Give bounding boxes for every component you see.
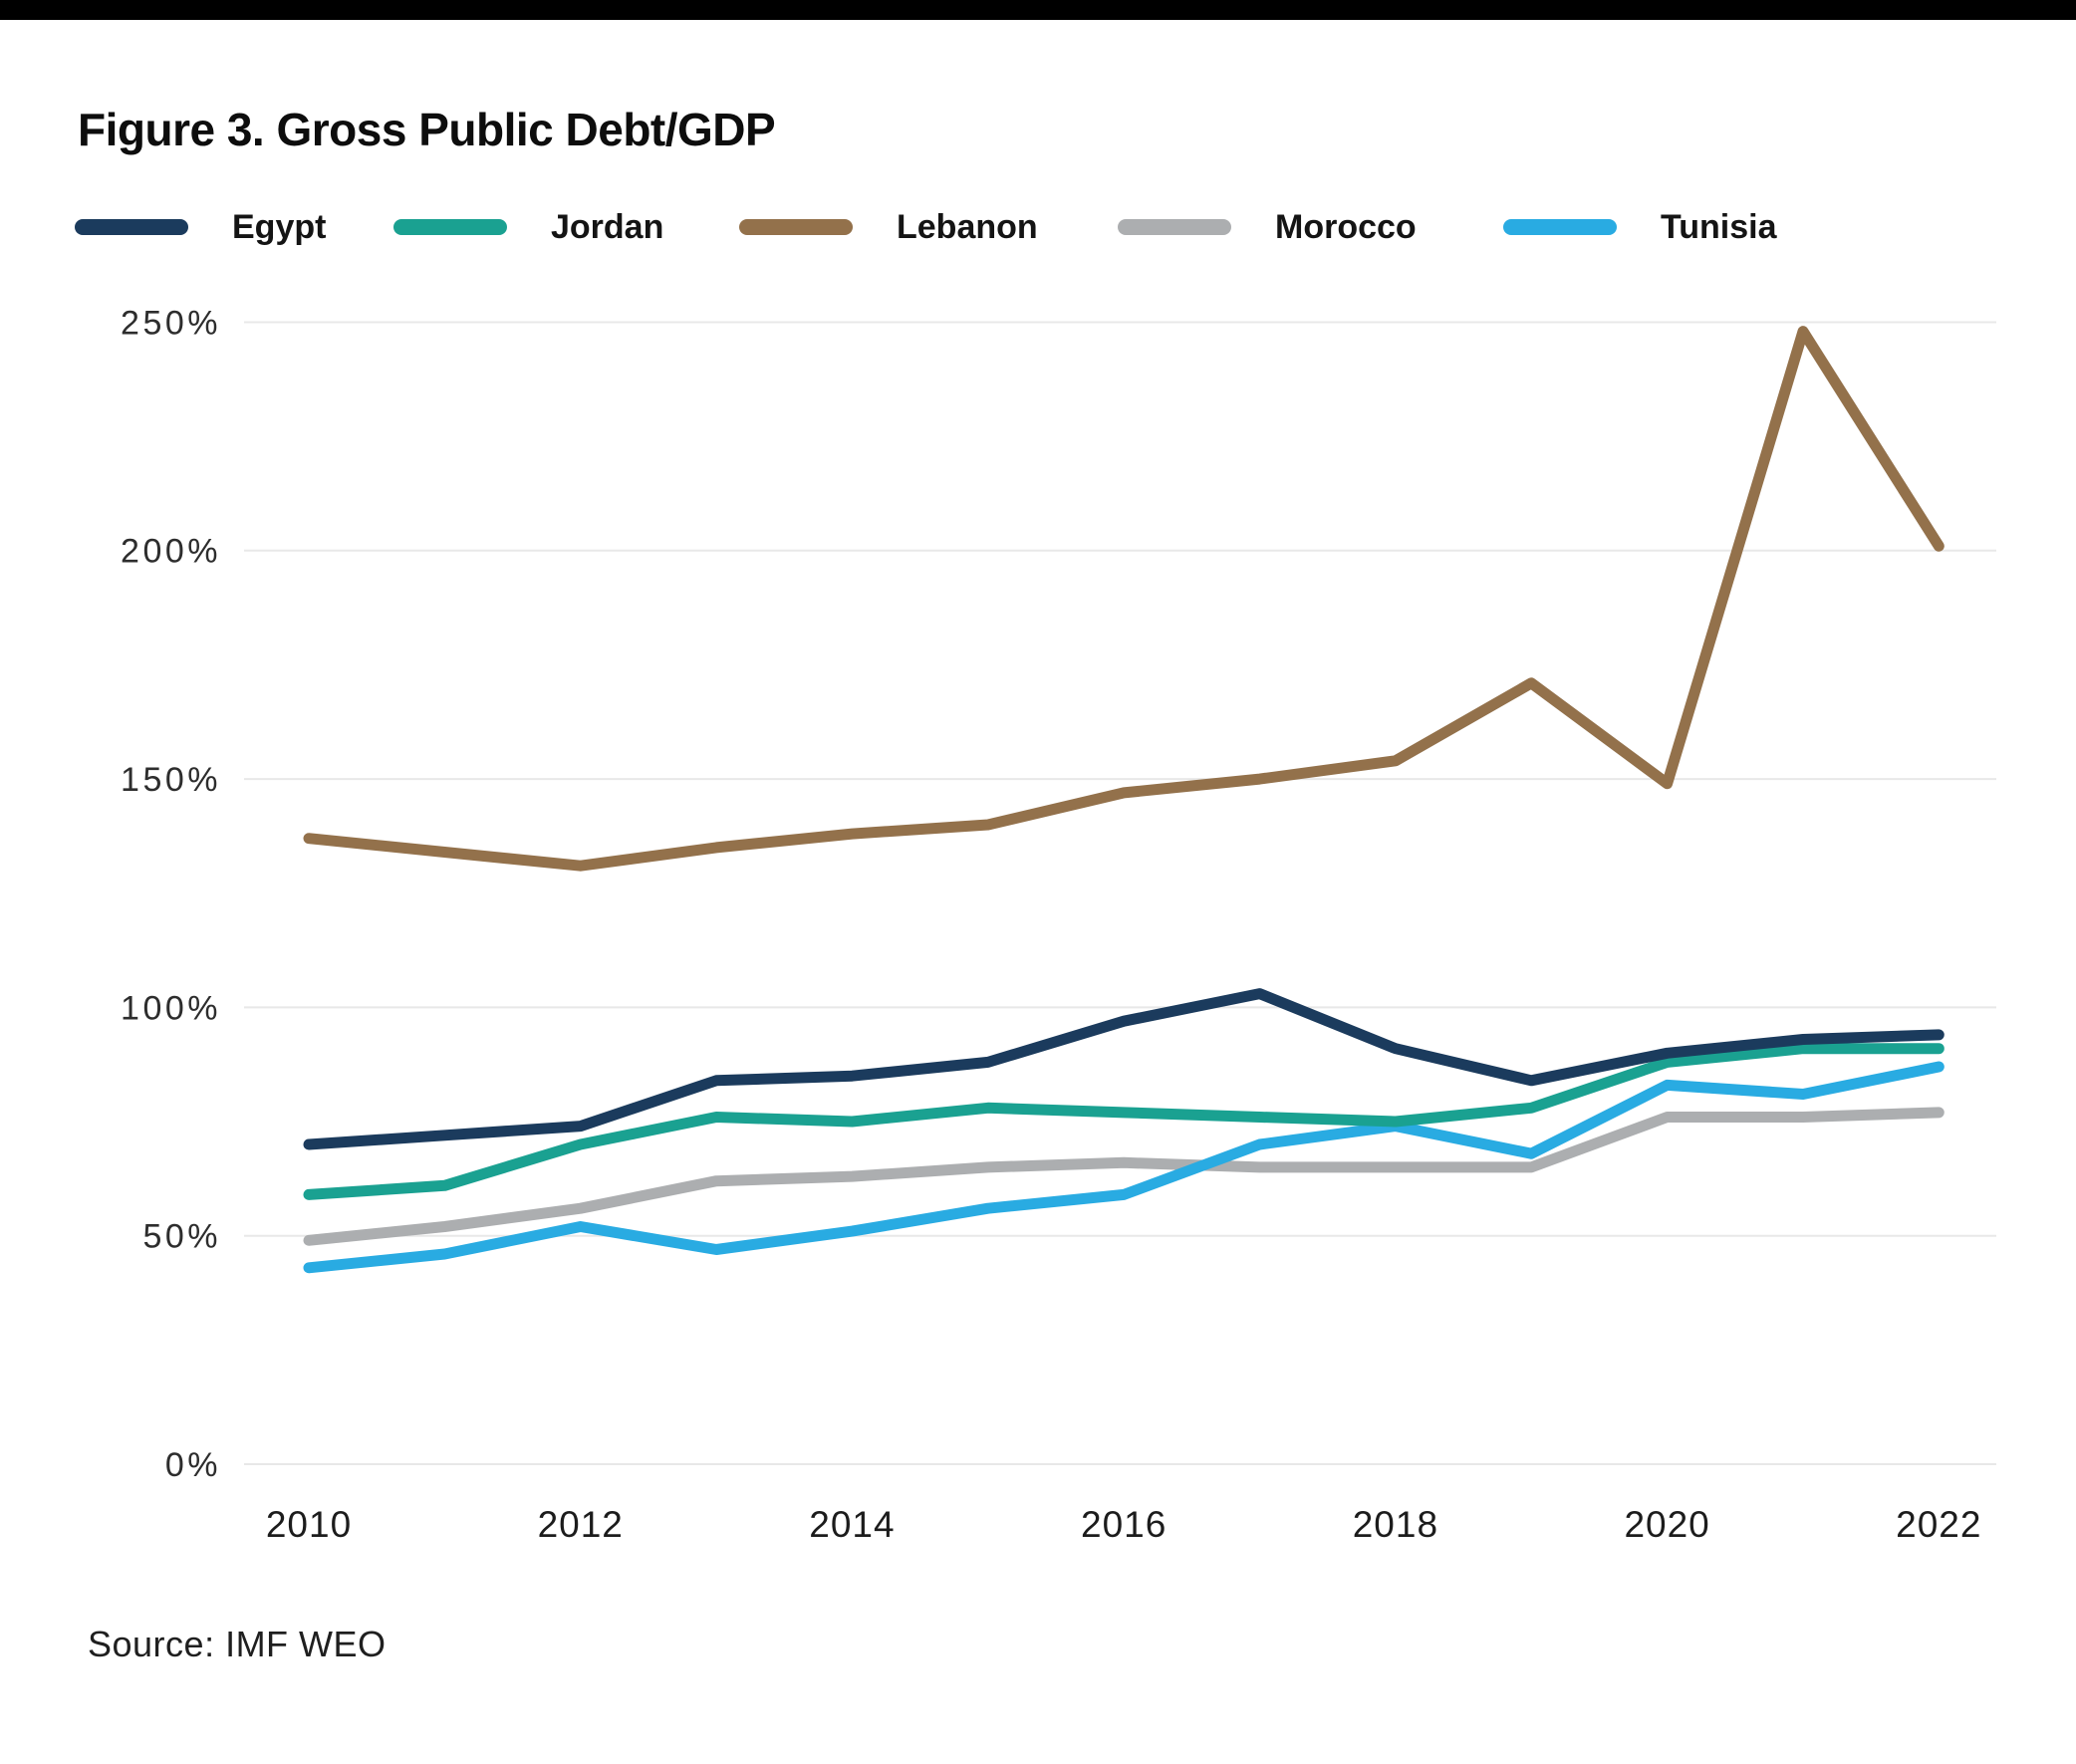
series-line-egypt: [303, 988, 1945, 1150]
legend-item-jordan: Jordan: [393, 207, 664, 246]
x-tick-label-2012: 2012: [538, 1504, 624, 1545]
legend-swatch-tunisia: [1503, 219, 1617, 235]
legend-label-tunisia: Tunisia: [1661, 207, 1777, 246]
legend-label-lebanon: Lebanon: [897, 207, 1038, 246]
x-tick-label-2016: 2016: [1081, 1504, 1167, 1545]
source-note: Source: IMF WEO: [88, 1624, 387, 1664]
x-tick-label-2022: 2022: [1896, 1504, 1981, 1545]
legend-swatch-jordan: [393, 219, 507, 235]
legend-label-jordan: Jordan: [551, 207, 664, 246]
legend-label-morocco: Morocco: [1275, 207, 1417, 246]
x-tick-label-2020: 2020: [1624, 1504, 1709, 1545]
y-tick-label-50: 50%: [142, 1218, 221, 1256]
series-line-tunisia: [303, 1061, 1945, 1274]
legend-swatch-egypt: [75, 219, 188, 235]
legend-item-egypt: Egypt: [75, 207, 327, 246]
legend-label-egypt: Egypt: [232, 207, 327, 246]
legend-swatch-lebanon: [739, 219, 853, 235]
x-tick-label-2014: 2014: [809, 1504, 895, 1545]
x-tick-label-2018: 2018: [1353, 1504, 1438, 1545]
y-tick-label-150: 150%: [121, 761, 221, 799]
series-line-jordan: [303, 1043, 1945, 1200]
page-title: Figure 3. Gross Public Debt/GDP: [78, 103, 776, 155]
y-tick-label-250: 250%: [121, 304, 221, 342]
legend-item-lebanon: Lebanon: [739, 207, 1038, 246]
legend-item-morocco: Morocco: [1118, 207, 1417, 246]
y-tick-label-0: 0%: [165, 1446, 221, 1484]
legend-swatch-morocco: [1118, 219, 1231, 235]
legend-item-tunisia: Tunisia: [1503, 207, 1777, 246]
x-tick-label-2010: 2010: [266, 1504, 352, 1545]
y-tick-label-100: 100%: [121, 989, 221, 1027]
series-line-morocco: [303, 1107, 1945, 1246]
y-tick-label-200: 200%: [121, 533, 221, 571]
top-black-bar: [0, 0, 2076, 20]
series-line-lebanon: [303, 326, 1945, 872]
